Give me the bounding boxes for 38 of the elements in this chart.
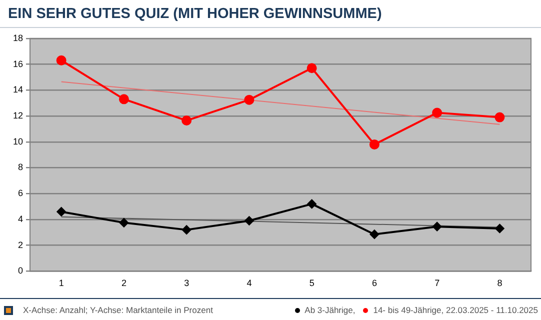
point	[306, 63, 317, 74]
point	[369, 139, 380, 150]
y-tick-label: 10	[12, 136, 24, 146]
point	[119, 218, 128, 228]
x-tick-label: 2	[121, 278, 126, 288]
y-tick-label: 12	[12, 110, 24, 120]
x-tick-label: 6	[372, 278, 377, 288]
x-tick-label: 1	[58, 278, 64, 288]
point	[56, 55, 66, 66]
x-tick-label: 4	[246, 278, 252, 288]
point	[182, 116, 192, 126]
point	[244, 94, 254, 105]
x-tick-label: 5	[309, 278, 314, 288]
point	[56, 207, 66, 216]
point	[118, 94, 129, 104]
point	[432, 108, 442, 118]
y-tick-label: 18	[12, 32, 24, 43]
point	[244, 216, 254, 226]
point	[182, 225, 192, 234]
point	[370, 230, 379, 239]
x-tick-label: 7	[434, 278, 440, 288]
point	[307, 199, 316, 208]
point	[495, 224, 504, 234]
legend-label: 14- bis 49-Jährige, 22.03.2025 - 11.10.2025	[373, 305, 538, 315]
point	[494, 112, 505, 122]
text: X-Achse: Anzahl; Y-Achse: Marktanteile in Prozent	[23, 305, 213, 315]
y-tick-label: 6	[18, 188, 24, 198]
y-tick-label: 2	[18, 240, 24, 250]
y-tick-label: 0	[18, 266, 24, 276]
y-tick-label: 4	[18, 214, 24, 224]
y-tick-label: 16	[12, 58, 24, 69]
x-tick-label: 8	[497, 278, 502, 288]
x-tick-label: 3	[184, 278, 190, 288]
point	[432, 222, 442, 232]
y-tick-label: 8	[18, 162, 24, 172]
legend-label: Ab 3-Jährige,	[304, 305, 356, 315]
chart-title: EIN SEHR GUTES QUIZ (MIT HOHER GEWINNSUMME)	[8, 6, 382, 22]
y-tick-label: 14	[12, 84, 24, 95]
